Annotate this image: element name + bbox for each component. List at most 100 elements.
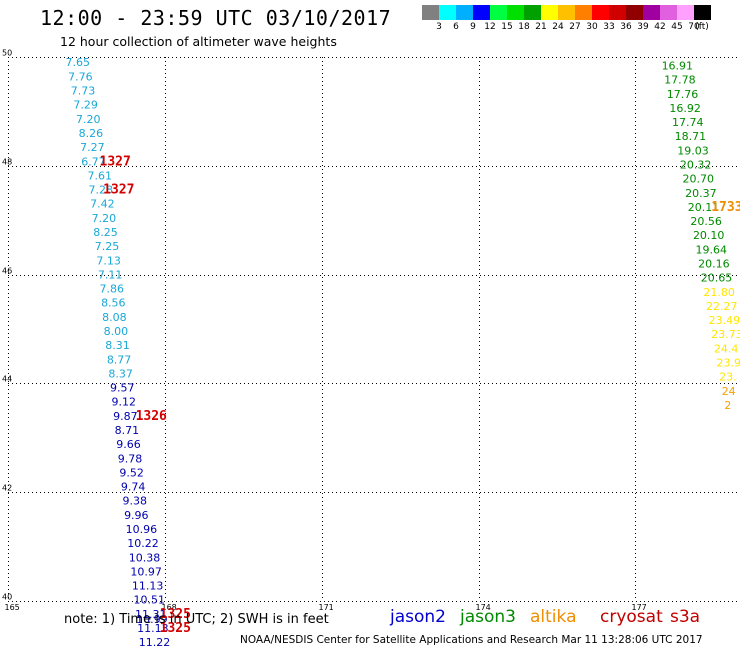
color-scale-tick-label: 24 [552,22,564,32]
wave-height-value: 19.03 [677,144,709,157]
color-scale-tick-label: 33 [603,22,615,32]
color-scale-tick-label: 45 [671,22,683,32]
color-swatch [660,5,677,20]
color-scale-labels: 3 6 9 12 15 18 21 24 27 30 33 36 39 42 45 70 (ft) [422,20,740,34]
wave-height-value: 7.42 [90,198,115,211]
wave-height-value: 11.22 [139,636,171,649]
color-scale-tick-label: 70 [688,22,700,32]
legend-item-cryosat: cryosat [600,607,663,627]
wave-height-value: 9.12 [112,396,137,409]
color-swatch [490,5,507,20]
color-swatch [626,5,643,20]
y-tick-label: 50 [2,49,12,58]
time-label: 1325 [160,607,191,622]
color-scale-swatches [422,5,740,20]
wave-height-value: 22.27 [706,300,738,313]
y-tick-label: 46 [2,267,12,276]
wave-height-value: 9.38 [123,495,147,508]
color-scale-tick-label: 42 [654,22,666,32]
wave-height-value: 7.61 [87,169,112,182]
color-swatch [575,5,592,20]
color-scale-tick-label: 15 [501,22,513,32]
color-scale-tick-label: 30 [586,22,598,32]
color-swatch [694,5,711,20]
wave-height-value: 11.13 [137,622,169,635]
time-label: 1327 [103,183,134,198]
chart-title: 12:00 - 23:59 UTC 03/10/2017 [40,6,392,30]
footer-note: note: 1) Time is in UTC; 2) SWH is in fe… [64,612,329,627]
color-scale-tick-label: 27 [569,22,581,32]
wave-height-value: 20.70 [682,173,714,186]
wave-height-value: 7.29 [73,99,98,112]
y-tick-label: 48 [2,158,12,167]
wave-height-value: 10.97 [130,565,162,578]
y-tick-label: 42 [2,484,12,493]
wave-height-value: 8.37 [108,367,133,380]
wave-height-value: 23.9 [716,357,740,370]
color-swatch [473,5,490,20]
wave-height-value: 10.96 [126,523,157,536]
legend-item-jason2: jason2 [390,607,446,627]
wave-height-value: 8.77 [107,353,132,366]
wave-height-value: 9.52 [119,466,143,479]
wave-height-value: 23.49 [709,314,740,327]
color-scale-tick-label: 36 [620,22,632,32]
wave-height-value: 20.37 [685,187,717,200]
wave-height-value: 8.31 [105,339,130,352]
wave-height-value: 20.65 [701,272,733,285]
y-tick-label: 40 [2,593,12,602]
color-swatch [439,5,456,20]
color-swatch [643,5,660,20]
wave-height-value: 8.26 [79,127,104,140]
time-label: 1733 [711,200,740,215]
wave-height-value: 8.08 [102,311,127,324]
wave-height-value: 19.64 [696,243,728,256]
y-tick-label: 44 [2,375,12,384]
wave-height-value: 7.73 [71,85,96,98]
wave-height-value: 7.28 [89,184,114,197]
wave-height-value: 24.47 [714,342,740,355]
wave-height-value: 20.56 [690,215,722,228]
wave-height-value: 7.25 [95,240,120,253]
color-swatch [609,5,626,20]
time-label: 1325 [160,621,191,636]
wave-height-value: 16.91 [662,60,694,73]
wave-height-value: 9.57 [110,382,135,395]
color-swatch [422,5,439,20]
wave-height-value: 11.31 [135,608,167,621]
wave-height-value: 17.74 [672,116,704,129]
color-scale-tick-label: 21 [535,22,547,32]
x-tick-label: 168 [162,603,177,612]
x-tick-label: 177 [632,603,647,612]
wave-height-value: 24 [722,385,736,398]
wave-height-value: 7.11 [98,268,123,281]
wave-height-value: 7.13 [96,254,121,267]
credit-line: NOAA/NESDIS Center for Satellite Applica… [240,634,703,646]
color-swatch [677,5,694,20]
color-scale-tick-label: 18 [518,22,530,32]
color-scale-tick-label: 12 [484,22,496,32]
legend-item-altika: altika [530,607,577,627]
color-scale-legend: 3 6 9 12 15 18 21 24 27 30 33 36 39 42 45 70 (ft) [422,5,740,34]
x-tick-label: 171 [319,603,334,612]
wave-height-value: 10.99 [136,613,168,626]
wave-height-value: 9.87 [113,410,138,423]
x-tick-label: 174 [476,603,491,612]
wave-height-value: 23. [719,371,737,384]
wave-height-value: 9.74 [121,481,145,494]
wave-height-value: 17.78 [664,74,696,87]
wave-height-value: 10.51 [133,594,165,607]
wave-height-value: 17.76 [667,88,699,101]
wave-height-value: 8.71 [115,424,140,437]
color-swatch [507,5,524,20]
wave-height-value: 7.65 [66,56,91,69]
wave-height-value: 7.86 [100,283,125,296]
color-swatch [524,5,541,20]
wave-height-value: 7.27 [80,141,105,154]
wave-height-value: 8.25 [93,226,118,239]
wave-height-value: 7.20 [76,113,101,126]
wave-height-value: 2 [724,399,731,412]
wave-height-value: 11.13 [132,580,164,593]
wave-height-value: 20.32 [680,159,712,172]
